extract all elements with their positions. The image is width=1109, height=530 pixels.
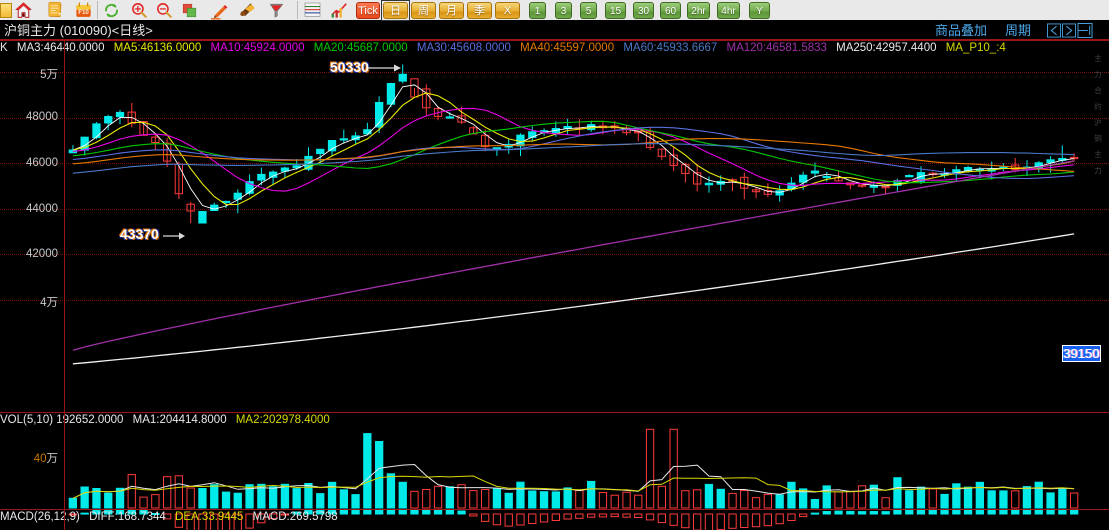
- svg-text:F10: F10: [78, 9, 89, 16]
